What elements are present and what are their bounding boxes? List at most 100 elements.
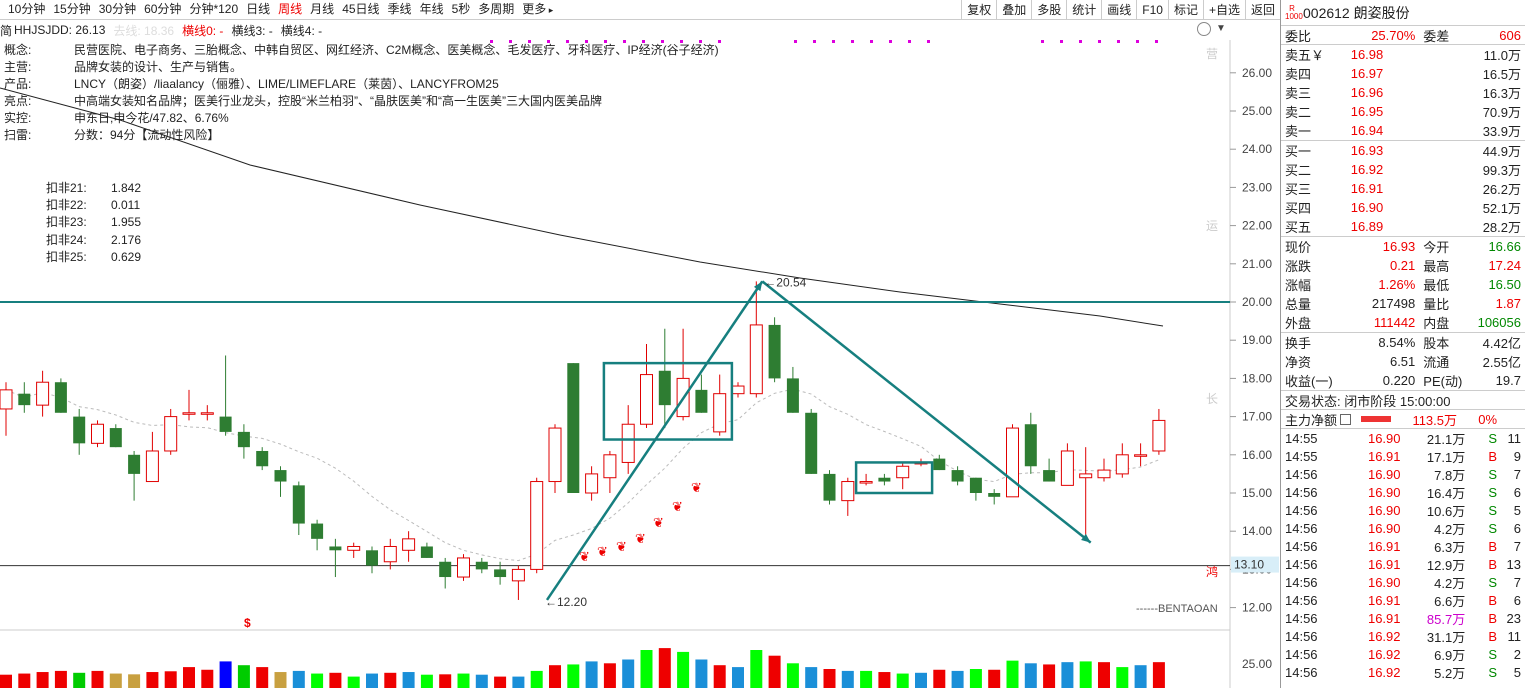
tick-row: 14:56 16.90 10.6万 S 5 [1281, 501, 1525, 519]
orderbook-row: 买三 16.91 26.2万 [1281, 179, 1525, 198]
tick-count: 5 [1513, 664, 1521, 680]
flow-bar [1361, 416, 1392, 422]
ob-volume: 99.3万 [1482, 163, 1521, 178]
signal-dot [832, 40, 835, 43]
candle-body [786, 378, 799, 413]
kf-key: 扣非23: [46, 215, 87, 230]
toolbar-button[interactable]: 叠加 [996, 0, 1031, 20]
butterfly-marker: ❦ [691, 480, 702, 495]
fin-label: 股本 [1423, 336, 1450, 351]
settings-icon[interactable] [1197, 22, 1211, 36]
consolidation-box [854, 461, 934, 495]
indicator-prefix: 简 [0, 23, 13, 38]
kf-key: 扣非22: [46, 198, 87, 213]
info-key: 亮点: [4, 94, 32, 108]
volume-bar [329, 672, 342, 688]
tick-volume: 6.6万 [1434, 593, 1466, 609]
tick-price: 16.90 [1367, 502, 1401, 518]
period-tab[interactable]: 45日线 [342, 2, 380, 16]
signal-dot [889, 40, 892, 43]
info-key: 产品: [4, 77, 32, 91]
chevron-down-icon[interactable]: ▼ [1216, 23, 1226, 34]
quote-label: 内盘 [1423, 316, 1450, 331]
period-tab[interactable]: 分钟*120 [189, 2, 239, 16]
volume-bar [1024, 663, 1037, 688]
kf-row: 扣非23: 1.955 [46, 214, 141, 231]
candle-body [969, 477, 982, 493]
tick-time: 14:56 [1285, 520, 1318, 536]
signal-dot [680, 40, 683, 43]
ob-volume: 70.9万 [1482, 105, 1521, 120]
volume-bar [366, 673, 378, 688]
ob-price: 16.91 [1350, 181, 1384, 196]
toolbar-button[interactable]: 返回 [1244, 0, 1280, 20]
tick-side: B [1488, 538, 1498, 554]
ob-volume: 11.0万 [1483, 48, 1521, 63]
toolbar-button[interactable]: 复权 [961, 0, 996, 20]
period-toolbar: 10分钟 15分钟 30分钟 60分钟 分钟*120 日线 周线 月线 45日线 季线 年线 5秒 多周… [0, 0, 1280, 20]
info-row: 亮点: 中高端女装知名品牌；医美行业龙头，控股“米兰柏羽”、“晶肤医美”和“高一生… [4, 93, 719, 110]
period-tab[interactable]: 10分钟 [8, 2, 46, 16]
info-row: 概念: 民营医院、电子商务、三胎概念、中韩自贸区、网红经济、C2M概念、医美概念、… [4, 42, 719, 59]
fin-value: 0.220 [1382, 373, 1416, 388]
info-key: 概念: [4, 43, 32, 57]
period-tab[interactable]: 日线 [246, 2, 271, 16]
period-tab[interactable]: 15分钟 [53, 2, 91, 16]
flow-options-icon[interactable] [1340, 413, 1352, 425]
tick-volume: 17.1万 [1426, 449, 1466, 465]
quote-value: 17.24 [1488, 258, 1521, 273]
tick-side: S [1488, 430, 1498, 446]
period-tab[interactable]: 多周期 [478, 2, 515, 16]
tick-list[interactable]: 14:55 16.90 21.1万 S 11 14:55 16.91 17.1万 B 9 14:56… [1281, 429, 1525, 681]
volume-bar [1152, 662, 1165, 688]
ob-price: 16.96 [1350, 85, 1384, 100]
ytick-label: 18.00 [1242, 371, 1272, 385]
toolbar-button[interactable]: F10 [1136, 0, 1168, 20]
tick-price: 16.91 [1367, 538, 1401, 554]
info-row: 扫雷: 分数：94分【流动性风险】 [4, 127, 719, 144]
period-tab[interactable]: 周线 [278, 2, 303, 16]
volume-bar [841, 670, 854, 688]
ob-label: 买五 [1285, 220, 1312, 235]
period-tab[interactable]: 更多 [518, 0, 557, 20]
kf-value: 0.629 [111, 249, 142, 264]
toolbar-button[interactable]: 画线 [1101, 0, 1136, 20]
toolbar-button[interactable]: +自选 [1202, 0, 1245, 20]
volume-bar [732, 667, 744, 688]
kline-chart[interactable]: 26.00 25.00 24.00 23.00 22.00 21.00 20.00 19.00… [0, 20, 1280, 688]
butterfly-marker: ❦ [616, 539, 627, 554]
period-tab[interactable]: 年线 [419, 2, 444, 16]
signal-dot [851, 40, 854, 43]
volume-bar [768, 655, 781, 688]
tick-row: 14:56 16.90 16.4万 S 6 [1281, 483, 1525, 501]
quote-value: 111442 [1373, 315, 1416, 330]
signal-dot [547, 40, 550, 43]
toolbar-button[interactable]: 标记 [1167, 0, 1203, 20]
period-tab[interactable]: 月线 [310, 2, 335, 16]
ob-label: 卖四 [1285, 67, 1312, 82]
fin-value: 2.55亿 [1482, 355, 1521, 370]
volume-bar [36, 672, 49, 688]
indicator-line0: 横线0: - [182, 23, 224, 38]
quote-label: 现价 [1285, 240, 1312, 255]
tick-price: 16.92 [1367, 646, 1401, 662]
period-tab[interactable]: 季线 [387, 2, 412, 16]
info-value: LNCY（朗姿）/liaalancy（俪雅）、LIME/LIMEFLARE（莱茵… [74, 77, 499, 91]
r-badge: R 1000 [1285, 4, 1303, 21]
toolbar-button[interactable]: 统计 [1066, 0, 1101, 20]
period-tab[interactable]: 5秒 [451, 2, 471, 16]
period-tab[interactable]: 60分钟 [144, 2, 182, 16]
quote-value: 1.87 [1495, 296, 1521, 311]
orderbook-row: 买四 16.90 52.1万 [1281, 198, 1525, 217]
volume-bar [18, 673, 31, 688]
price-marker-label: 13.10 [1234, 558, 1264, 572]
candle-body [73, 416, 86, 444]
toolbar-button[interactable]: 多股 [1031, 0, 1066, 20]
period-tab[interactable]: 30分钟 [98, 2, 137, 16]
butterfly-marker: ❦ [653, 515, 664, 530]
signal-dot [718, 40, 721, 43]
candle-body [256, 450, 269, 467]
tick-row: 14:56 16.90 4.2万 S 6 [1281, 519, 1525, 537]
kf-overlay: 扣非21: 1.842 扣非22: 0.011 扣非23: 1.955 扣非24: 2.176… [46, 180, 141, 266]
flow-value: 113.5万 [1412, 412, 1458, 428]
